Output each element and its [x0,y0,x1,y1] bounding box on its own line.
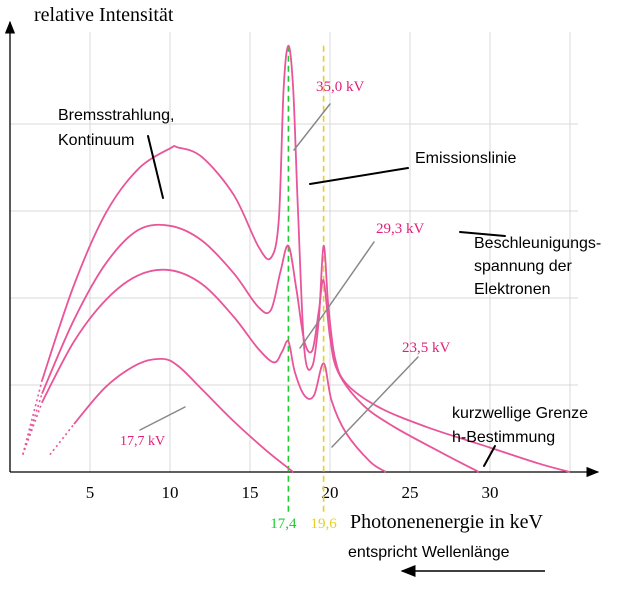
curve-series-2 [41,268,387,473]
curve-tail-0 [22,380,43,455]
pointer-17kv [139,406,186,431]
annotation-kurzwellige-grenze: kurzwellige Grenze h-Bestimmung [452,405,593,446]
curve-series-3 [73,357,294,473]
series-label-17kv: 17,7 kV [120,434,165,449]
pointer-accel [459,231,506,237]
series-label-23kv: 23,5 kV [402,340,451,356]
x-axis-label: Photonenenergie in keV [350,511,543,533]
curve-series-1 [41,223,480,473]
pointer-23kv [331,356,419,448]
x-tick-label: 10 [162,483,179,502]
curve-tail-1 [22,393,43,455]
pointer-cutoff [483,445,496,467]
x-tick-label: 15 [242,483,259,502]
pointer-35kv [293,103,331,151]
x-tick-label: 30 [482,483,499,502]
curve-tail-3 [49,423,75,456]
marker-label-0: 17,4 [270,516,297,532]
annotation-pointers [139,103,506,467]
x-axis-sublabel: entspricht Wellenlänge [348,544,510,561]
annotation-bremsstrahlung: Bremsstrahlung, Kontinuum [58,107,179,149]
spectrum-curves [22,44,571,473]
annotation-beschleunigungsspannung: Beschleunigungs- spannung der Elektronen [474,235,606,298]
pointer-emission [309,167,409,185]
annotation-emissionslinie: Emissionslinie [415,150,516,167]
curve-tail-2 [22,402,43,455]
pointer-29kv [299,241,375,349]
curve-series-0 [41,44,571,473]
x-tick-label: 20 [322,483,339,502]
pointer-brems [147,135,164,199]
x-tick-labels: 5 10 15 20 25 30 [86,483,499,502]
marker-lines: 17,4 19,6 [270,45,337,532]
series-label-35kv: 35,0 kV [316,79,365,95]
series-label-29kv: 29,3 kV [376,221,425,237]
x-tick-label: 5 [86,483,95,502]
y-axis-label: relative Intensität [34,4,174,26]
x-tick-label: 25 [402,483,419,502]
grid [10,32,578,472]
marker-label-1: 19,6 [310,516,337,532]
